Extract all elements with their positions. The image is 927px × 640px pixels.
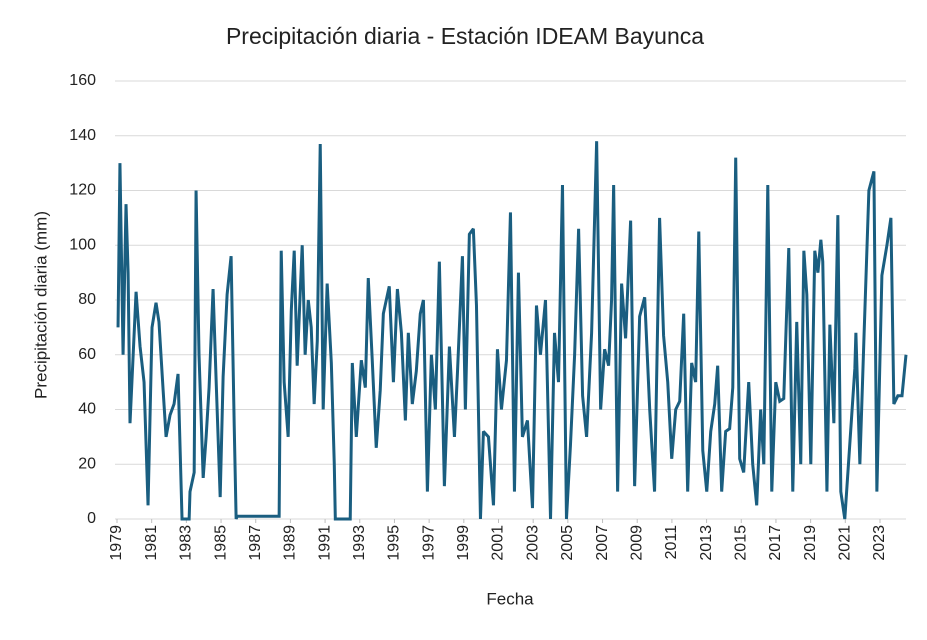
y-tick-label: 0 [87,510,96,527]
chart-title: Precipitación diaria - Estación IDEAM Ba… [226,23,704,49]
x-tick-label: 2011 [663,525,680,560]
x-tick-label: 2019 [802,525,819,561]
y-axis-title: Precipitación diaria (mm) [31,211,50,399]
x-tick-label: 2023 [871,525,888,561]
x-tick-label: 1989 [282,525,299,561]
x-tick-label: 1983 [178,525,195,561]
x-tick-label: 1987 [247,525,264,561]
x-tick-label: 1995 [386,525,403,561]
y-tick-label: 100 [69,236,96,253]
y-tick-label: 20 [78,455,96,472]
x-tick-label: 1979 [108,525,125,561]
x-tick-label: 2007 [594,525,611,561]
x-tick-label: 1991 [316,525,333,561]
y-tick-label: 80 [78,291,96,308]
x-tick-label: 2009 [628,525,645,561]
x-tick-label: 2005 [559,525,576,561]
x-axis-title: Fecha [486,589,534,608]
x-tick-label: 1997 [420,525,437,561]
x-tick-label: 2017 [767,525,784,561]
x-tick-label: 1981 [143,525,160,561]
x-tick-label: 1999 [455,525,472,561]
y-tick-label: 60 [78,346,96,363]
data-line [116,141,908,521]
x-tick-label: 2001 [490,525,507,561]
x-tick-label: 2003 [524,525,541,561]
x-tick-label: 1993 [351,525,368,561]
x-tick-label: 2021 [837,525,854,561]
x-tick-label: 2015 [732,525,749,561]
x-tick-label: 2013 [698,525,715,561]
y-tick-label: 40 [78,401,96,418]
y-tick-label: 120 [69,182,96,199]
y-tick-label: 160 [69,72,96,89]
y-tick-label: 140 [69,127,96,144]
x-tick-label: 1985 [212,525,229,561]
